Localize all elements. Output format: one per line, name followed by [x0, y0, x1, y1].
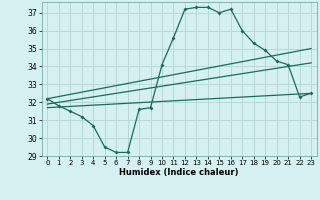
X-axis label: Humidex (Indice chaleur): Humidex (Indice chaleur): [119, 168, 239, 177]
